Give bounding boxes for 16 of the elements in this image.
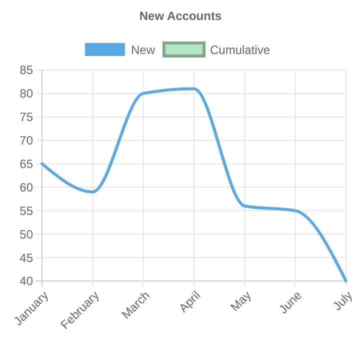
legend-label: New [131, 43, 156, 58]
y-tick-label: 65 [20, 156, 34, 171]
line-series [40, 87, 348, 282]
y-tick-label: 75 [20, 110, 34, 124]
x-tick-label: May [228, 288, 254, 314]
legend-label: Cumulative [210, 43, 270, 58]
y-tick-label: 40 [20, 274, 34, 288]
y-tick-label: 80 [20, 86, 34, 101]
y-tick-label: 45 [20, 250, 34, 265]
y-tick-label: 70 [20, 134, 34, 148]
y-tick-label: 55 [20, 204, 34, 218]
chart-title: New Accounts [139, 9, 222, 23]
y-tick-label: 85 [20, 63, 34, 78]
y-tick-label: 50 [20, 227, 34, 242]
x-tick-label: July [330, 288, 356, 314]
y-tick-label: 60 [20, 180, 34, 194]
